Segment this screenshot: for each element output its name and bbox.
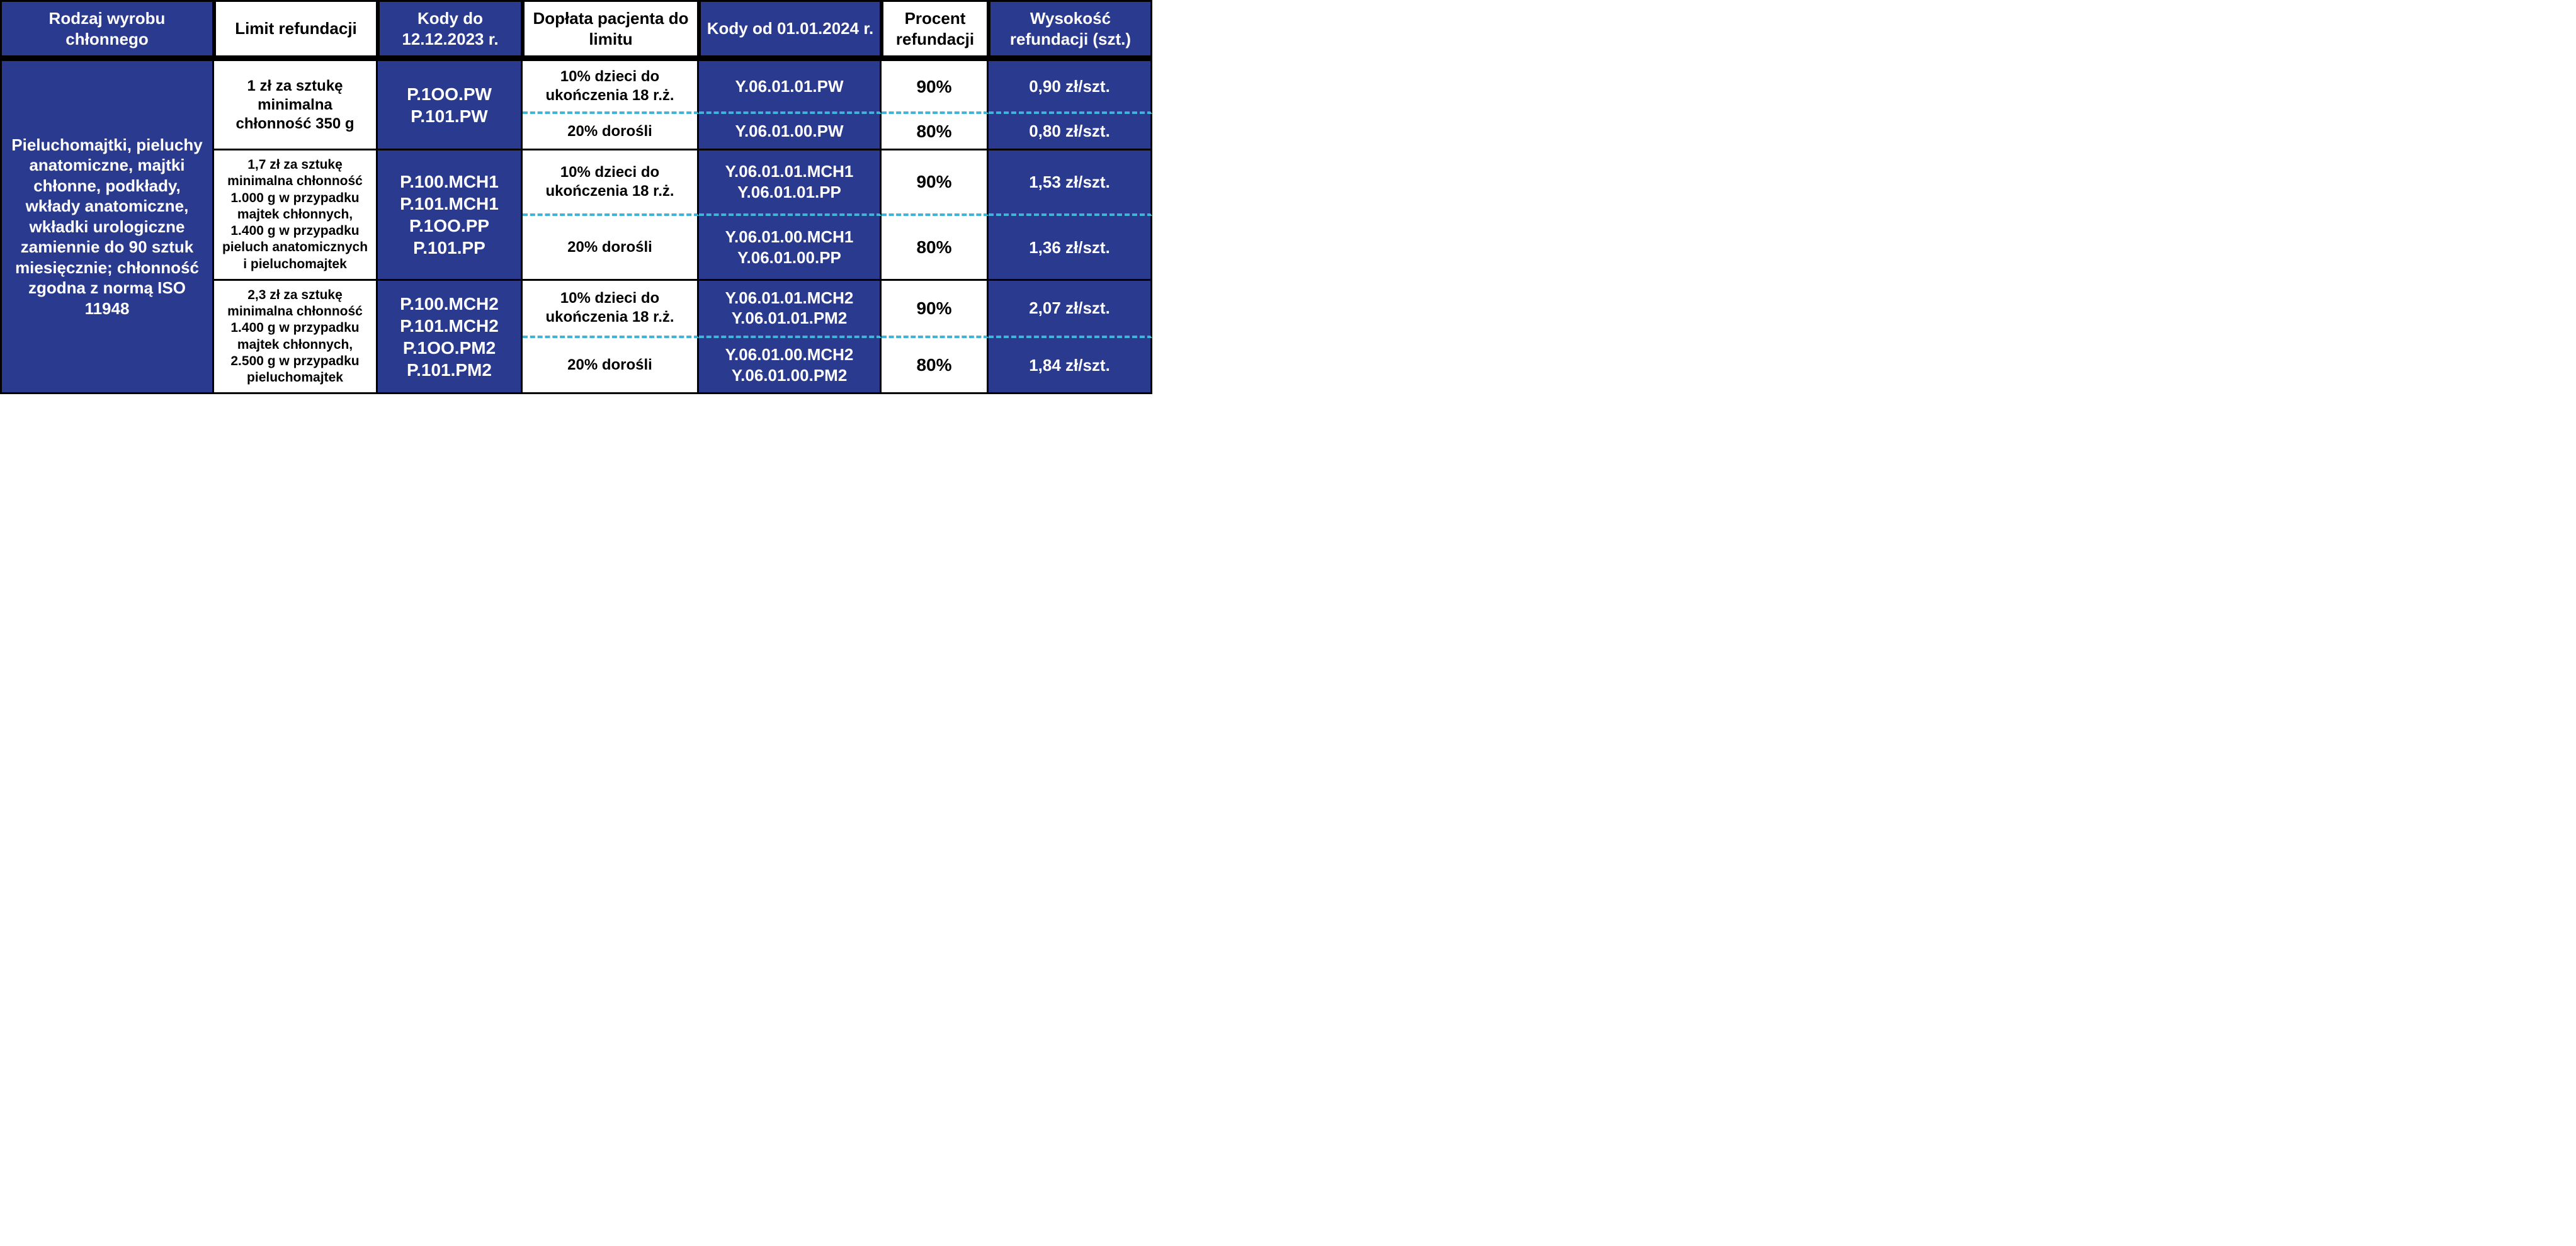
doplata-2-1: 20% dorośli <box>523 338 699 395</box>
header-c1: Rodzaj wyrobu chłonnego <box>0 0 214 57</box>
header-c2: Limit refundacji <box>214 0 378 57</box>
codes-new-1-0: Y.06.01.01.MCH1 Y.06.01.01.PP <box>699 149 882 216</box>
doplata-0-1: 20% dorośli <box>523 114 699 149</box>
procent-2-1: 80% <box>882 338 989 395</box>
procent-2-0: 90% <box>882 279 989 338</box>
limit-0: 1 zł za sztukę minimalna chłonność 350 g <box>214 57 378 149</box>
codes-old-1: P.100.MCH1 P.101.MCH1 P.1OO.PP P.101.PP <box>378 149 523 279</box>
header-c5: Kody od 01.01.2024 r. <box>699 0 882 57</box>
header-c4: Dopłata pacjenta do limitu <box>523 0 699 57</box>
wys-0-1: 0,80 zł/szt. <box>989 114 1152 149</box>
wys-0-0: 0,90 zł/szt. <box>989 57 1152 114</box>
header-c6: Procent refundacji <box>882 0 989 57</box>
refund-table: Rodzaj wyrobu chłonnego Limit refundacji… <box>0 0 1152 394</box>
doplata-0-0: 10% dzieci do ukończenia 18 r.ż. <box>523 57 699 114</box>
procent-0-1: 80% <box>882 114 989 149</box>
procent-1-0: 90% <box>882 149 989 216</box>
doplata-2-0: 10% dzieci do ukończenia 18 r.ż. <box>523 279 699 338</box>
codes-old-2: P.100.MCH2 P.101.MCH2 P.1OO.PM2 P.101.PM… <box>378 279 523 395</box>
wys-2-0: 2,07 zł/szt. <box>989 279 1152 338</box>
limit-1: 1,7 zł za sztukę minimalna chłonność 1.0… <box>214 149 378 279</box>
header-c7: Wysokość refundacji (szt.) <box>989 0 1152 57</box>
codes-new-0-1: Y.06.01.00.PW <box>699 114 882 149</box>
codes-new-2-0: Y.06.01.01.MCH2 Y.06.01.01.PM2 <box>699 279 882 338</box>
product-type: Pieluchomajtki, pieluchy anatomiczne, ma… <box>0 57 214 394</box>
codes-new-2-1: Y.06.01.00.MCH2 Y.06.01.00.PM2 <box>699 338 882 395</box>
codes-new-1-1: Y.06.01.00.MCH1 Y.06.01.00.PP <box>699 216 882 279</box>
codes-new-0-0: Y.06.01.01.PW <box>699 57 882 114</box>
doplata-1-1: 20% dorośli <box>523 216 699 279</box>
doplata-1-0: 10% dzieci do ukończenia 18 r.ż. <box>523 149 699 216</box>
procent-1-1: 80% <box>882 216 989 279</box>
wys-1-1: 1,36 zł/szt. <box>989 216 1152 279</box>
codes-old-0: P.1OO.PW P.101.PW <box>378 57 523 149</box>
wys-1-0: 1,53 zł/szt. <box>989 149 1152 216</box>
header-c3: Kody do 12.12.2023 r. <box>378 0 523 57</box>
wys-2-1: 1,84 zł/szt. <box>989 338 1152 395</box>
procent-0-0: 90% <box>882 57 989 114</box>
limit-2: 2,3 zł za sztukę minimalna chłonność 1.4… <box>214 279 378 395</box>
